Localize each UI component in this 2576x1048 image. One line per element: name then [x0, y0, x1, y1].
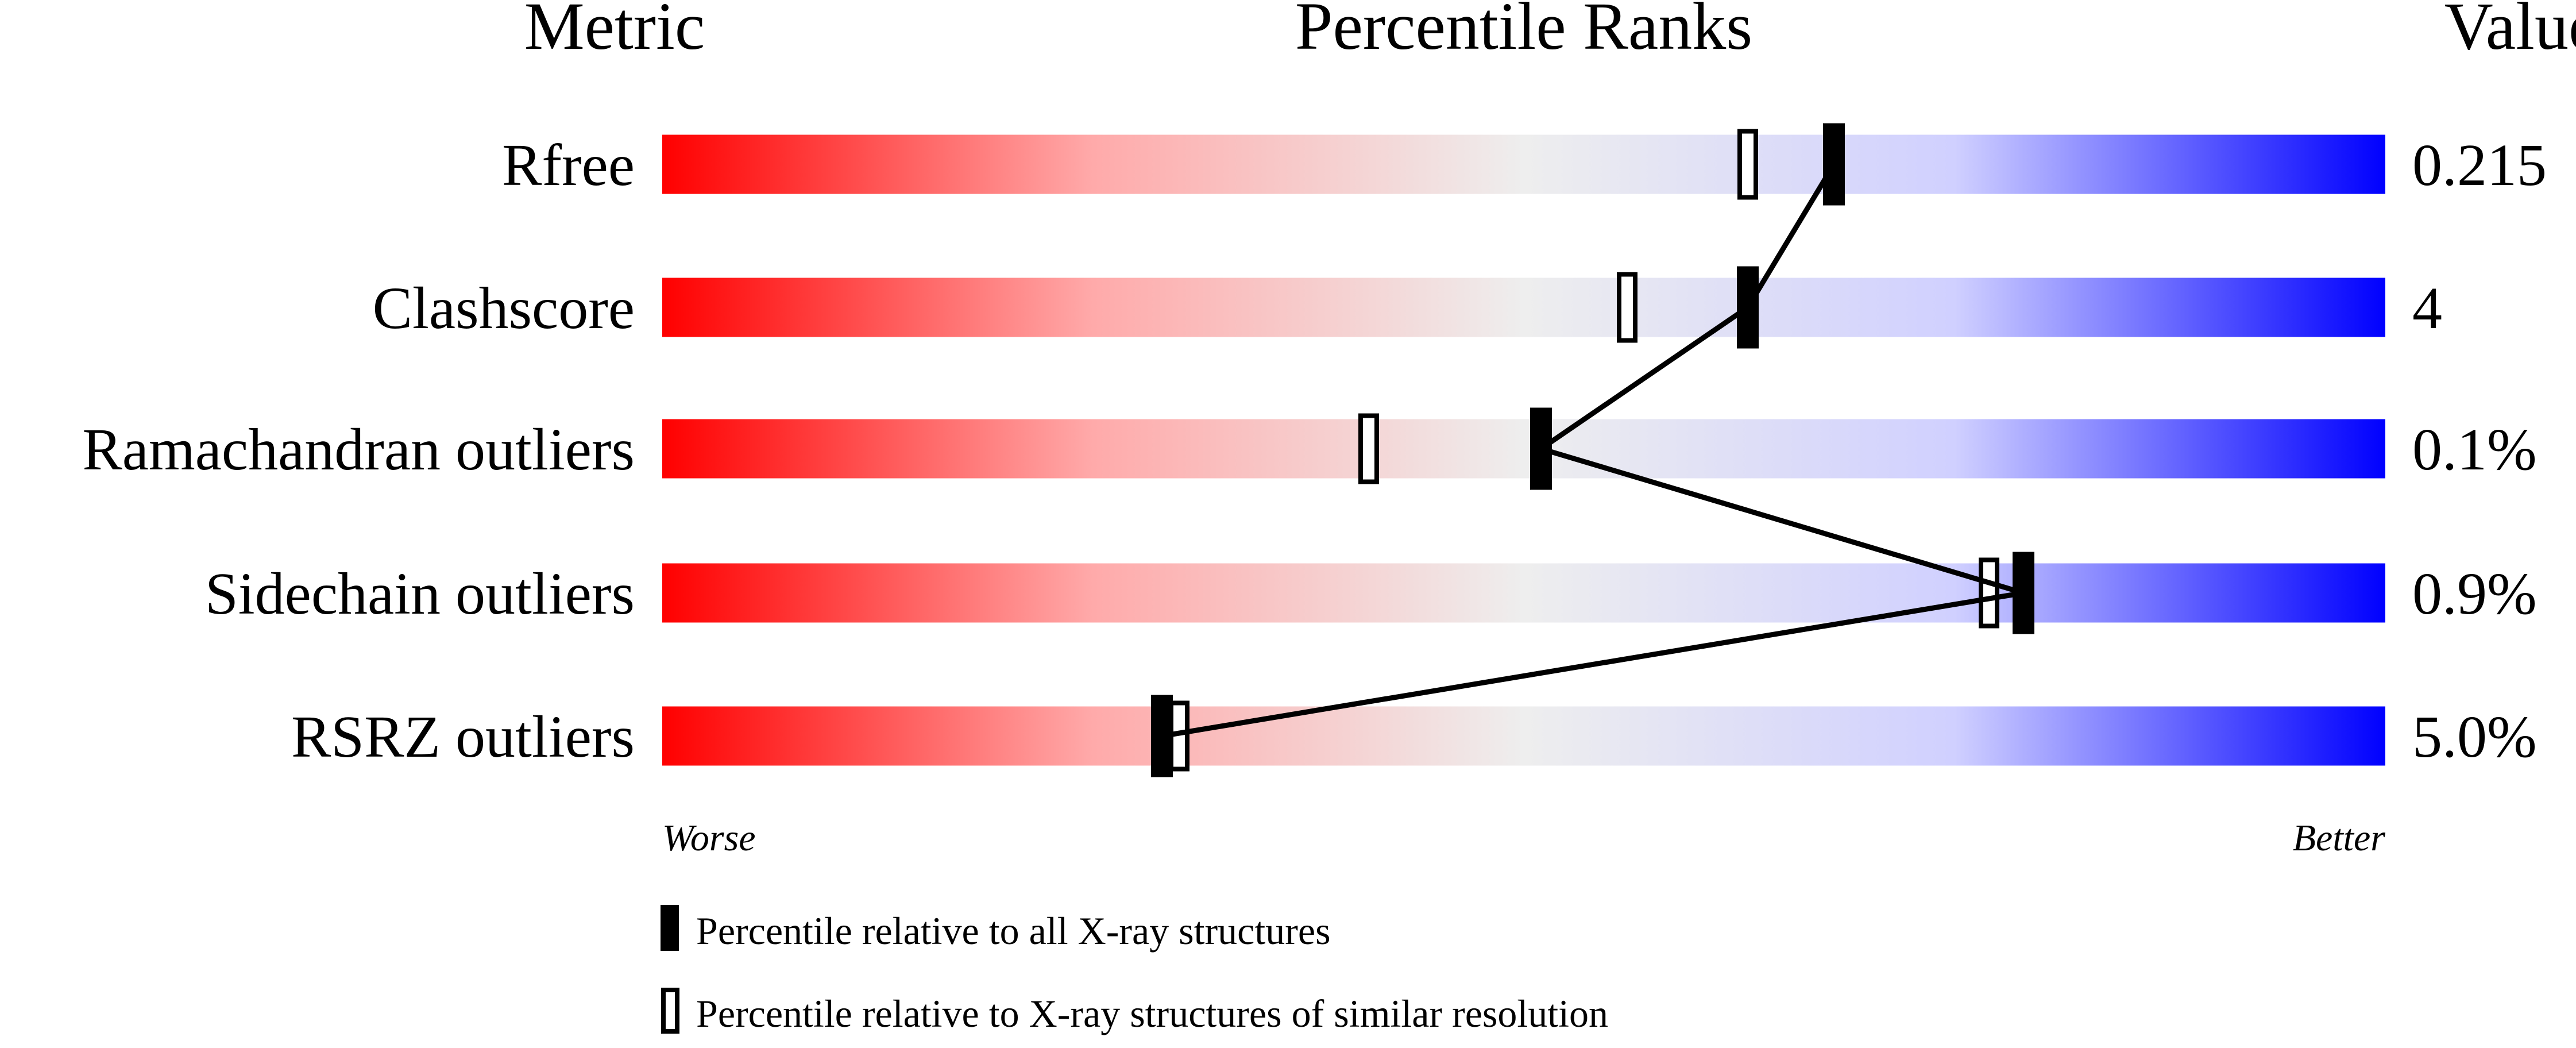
header-value: Value — [2444, 0, 2576, 64]
percentile-bar — [662, 134, 2385, 194]
metric-value: 0.1% — [2412, 417, 2537, 483]
marker-similar-resolution — [1737, 129, 1758, 200]
marker-all-xray — [1737, 266, 1759, 349]
metric-value: 4 — [2412, 275, 2442, 341]
metric-label: Clashscore — [373, 275, 635, 341]
header-percentile-ranks: Percentile Ranks — [1295, 0, 1752, 64]
percentile-bar — [662, 278, 2385, 337]
marker-all-xray — [2013, 552, 2034, 634]
metric-value: 5.0% — [2412, 704, 2537, 770]
metric-value: 0.215 — [2412, 132, 2547, 198]
axis-better-label: Better — [2293, 817, 2386, 859]
marker-all-xray — [1530, 407, 1552, 490]
marker-all-xray — [1823, 123, 1845, 206]
percentile-bar — [662, 419, 2385, 479]
legend-open-marker — [661, 988, 679, 1034]
percentile-bar — [662, 563, 2385, 623]
marker-similar-resolution — [1617, 272, 1637, 343]
legend-open-text: Percentile relative to X-ray structures … — [696, 992, 1608, 1035]
axis-worse-label: Worse — [662, 817, 756, 859]
metric-label: Sidechain outliers — [205, 561, 635, 627]
legend-filled-text: Percentile relative to all X-ray structu… — [696, 909, 1331, 953]
legend-filled-marker — [661, 905, 679, 951]
marker-similar-resolution — [1358, 413, 1379, 484]
percentile-bar — [662, 706, 2385, 766]
marker-similar-resolution — [1979, 557, 1999, 629]
marker-all-xray — [1151, 695, 1173, 777]
metric-label: Ramachandran outliers — [82, 417, 635, 483]
metric-label: Rfree — [502, 132, 635, 198]
metric-label: RSRZ outliers — [291, 704, 635, 770]
header-metric: Metric — [524, 0, 705, 64]
metric-value: 0.9% — [2412, 561, 2537, 627]
